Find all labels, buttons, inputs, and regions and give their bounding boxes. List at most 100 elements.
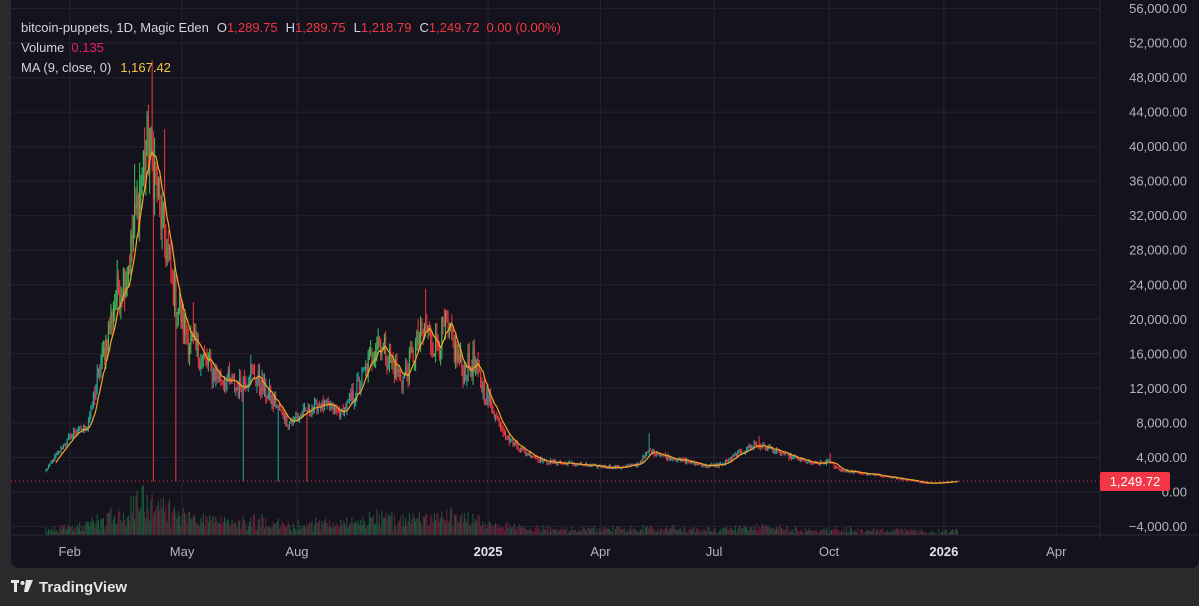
- candle-body: [498, 419, 500, 427]
- candle-body: [397, 369, 399, 373]
- candle-body: [351, 390, 353, 400]
- legend-ohlc-row[interactable]: bitcoin-puppets, 1D, Magic Eden O 1,289.7…: [21, 20, 561, 35]
- candle-body: [67, 436, 69, 440]
- candle-body: [66, 439, 68, 445]
- volume-bar: [699, 533, 701, 535]
- volume-bar: [124, 519, 126, 535]
- y-tick-label: 40,000.00: [1129, 139, 1187, 154]
- volume-bar: [759, 529, 761, 535]
- footer[interactable]: TradingView: [11, 576, 127, 598]
- candle-body: [157, 178, 159, 197]
- candle-body: [265, 379, 267, 398]
- volume-bar: [323, 520, 325, 535]
- volume-bar: [100, 518, 102, 535]
- candle-body: [249, 382, 251, 385]
- chart-canvas[interactable]: 56,000.00 52,000.00 48,000.00 44,000.00 40,0…: [11, 0, 1199, 568]
- volume-bar: [151, 493, 153, 535]
- volume-bar: [251, 527, 253, 535]
- volume-bar: [120, 519, 122, 535]
- volume-bar: [538, 525, 540, 535]
- volume-bar: [768, 527, 770, 535]
- candle-body: [500, 426, 502, 428]
- volume-bar: [523, 526, 525, 535]
- volume-bar: [327, 526, 329, 535]
- volume-bar: [894, 530, 896, 535]
- y-tick-label: 36,000.00: [1129, 174, 1187, 189]
- candle-body: [170, 247, 172, 270]
- volume-bar: [592, 528, 594, 535]
- volume-bar: [564, 529, 566, 535]
- legend-volume-row[interactable]: Volume 0.135: [21, 40, 104, 55]
- candle-body: [421, 321, 423, 330]
- volume-bar: [547, 526, 549, 535]
- volume-bar: [748, 530, 750, 535]
- candle-body: [517, 446, 519, 450]
- volume-bar: [879, 529, 881, 535]
- volume-label[interactable]: Volume: [21, 40, 65, 55]
- volume-bar: [914, 530, 916, 535]
- volume-bar: [762, 523, 764, 535]
- volume-bar: [174, 506, 176, 535]
- volume-bar: [477, 514, 479, 535]
- volume-bar: [81, 526, 83, 535]
- candle-body: [909, 479, 911, 481]
- volume-bar: [883, 532, 885, 535]
- y-tick-label: 12,000.00: [1129, 381, 1187, 396]
- candle-body: [525, 450, 527, 454]
- candle-body: [335, 407, 337, 411]
- candle-body: [416, 331, 418, 343]
- symbol-label[interactable]: bitcoin-puppets, 1D, Magic Eden: [21, 20, 209, 35]
- volume-bar: [949, 531, 951, 535]
- volume-bar: [135, 495, 137, 535]
- volume-bar: [443, 519, 445, 535]
- volume-bar: [450, 507, 452, 535]
- volume-bar: [190, 518, 192, 535]
- candle-body: [686, 460, 688, 463]
- volume-bar: [628, 529, 630, 535]
- close-key: C: [419, 20, 429, 35]
- candle-body: [119, 294, 121, 310]
- volume-bar: [425, 513, 427, 535]
- volume-bar: [282, 522, 284, 535]
- volume-bar: [421, 527, 423, 535]
- volume-bar: [573, 529, 575, 535]
- candle-body: [791, 454, 793, 459]
- volume-bar: [809, 530, 811, 535]
- tradingview-logo-icon[interactable]: [11, 580, 33, 594]
- volume-bar: [726, 525, 728, 535]
- candle-body: [180, 298, 182, 323]
- candle-body: [662, 455, 664, 457]
- candle-body: [328, 403, 330, 408]
- candle-body: [596, 464, 598, 468]
- candle-body: [255, 379, 257, 386]
- candle-body: [313, 401, 315, 408]
- candle-body: [573, 464, 575, 466]
- volume-bar: [882, 528, 884, 535]
- legend-ma-row[interactable]: MA (9, close, 0) 1,167.42: [21, 60, 171, 75]
- volume-bar: [507, 527, 509, 535]
- volume-bar: [152, 514, 154, 535]
- volume-bar: [533, 532, 535, 535]
- ma-label[interactable]: MA (9, close, 0): [21, 60, 112, 75]
- volume-bar: [353, 522, 355, 535]
- volume-bar: [60, 528, 62, 535]
- candle-body: [264, 379, 266, 392]
- candle-body: [915, 481, 917, 483]
- candle-body: [853, 471, 855, 473]
- candle-body: [557, 463, 559, 465]
- volume-bar: [887, 529, 889, 535]
- candle-body: [104, 347, 106, 361]
- volume-bar: [623, 527, 625, 535]
- volume-bar: [184, 512, 186, 535]
- volume-bar: [207, 522, 209, 535]
- candle-body: [905, 479, 907, 481]
- candle-body: [302, 409, 304, 416]
- candle-body: [842, 470, 844, 472]
- candle-body: [521, 448, 523, 450]
- volume-bar: [177, 511, 179, 535]
- volume-bar: [285, 527, 287, 535]
- volume-bar: [781, 528, 783, 535]
- volume-bar: [607, 528, 609, 535]
- brand-label[interactable]: TradingView: [39, 578, 128, 596]
- candle-body: [145, 147, 147, 171]
